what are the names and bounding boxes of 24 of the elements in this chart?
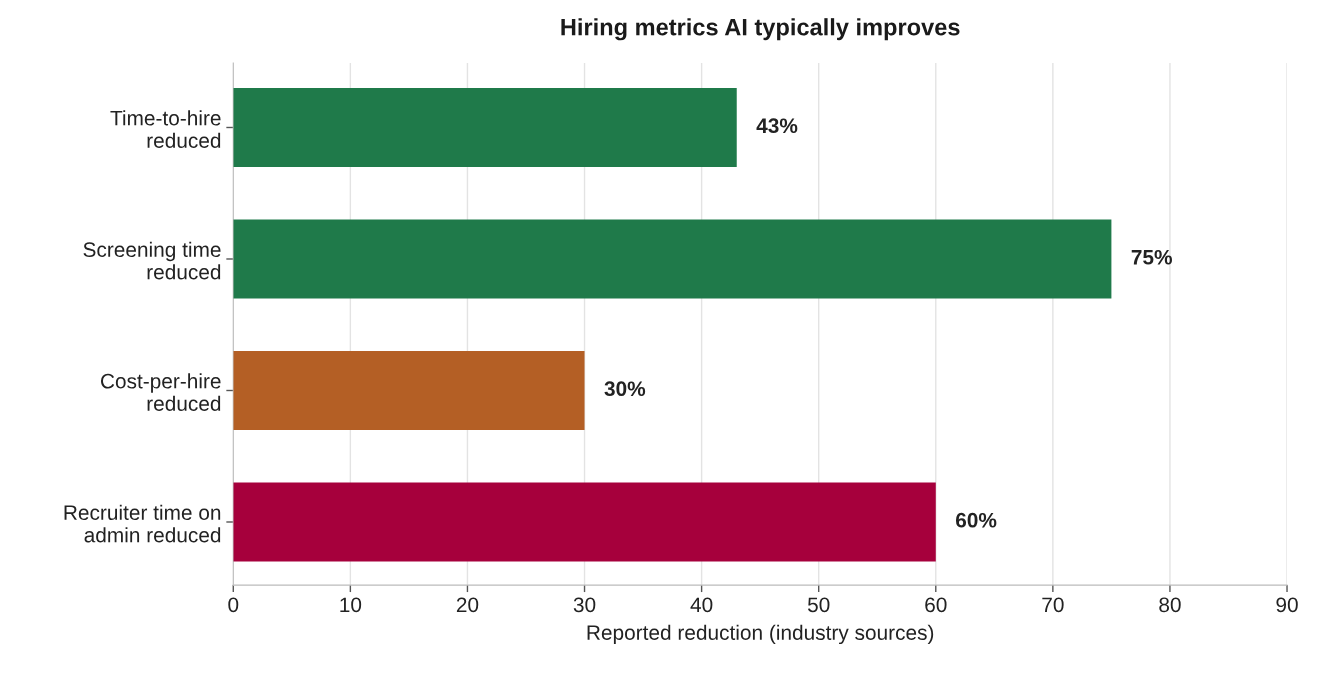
data-label: 60%: [955, 512, 997, 528]
y-tick-label: Time-to-hire reduced: [110, 110, 221, 148]
x-tick-label: 90: [1276, 597, 1298, 613]
x-tick-label: 0: [228, 597, 239, 613]
y-tick-label: Recruiter time on admin reduced: [64, 504, 221, 543]
x-tick-label: 80: [1159, 597, 1181, 613]
x-tick-label: 60: [925, 597, 947, 613]
bar: [233, 482, 936, 562]
y-tick-label: Screening time reduced: [83, 241, 221, 280]
data-label: 75%: [1131, 249, 1172, 265]
bar: [233, 88, 737, 167]
bar: [233, 351, 585, 430]
x-tick-label: 10: [340, 597, 362, 613]
y-tick-label: Cost-per-hire reduced: [100, 373, 221, 411]
data-label: 30%: [604, 381, 646, 397]
data-label: 43%: [756, 118, 798, 134]
x-axis-title: Reported reduction (industry sources): [587, 624, 934, 645]
x-tick-label: 40: [690, 597, 713, 613]
x-tick-label: 50: [807, 597, 830, 613]
x-tick-label: 20: [456, 597, 479, 613]
x-tick-label: 30: [573, 597, 596, 613]
bar: [233, 219, 1112, 299]
chart-title: Hiring metrics AI typically improves: [561, 18, 960, 41]
x-tick-label: 70: [1042, 597, 1064, 613]
